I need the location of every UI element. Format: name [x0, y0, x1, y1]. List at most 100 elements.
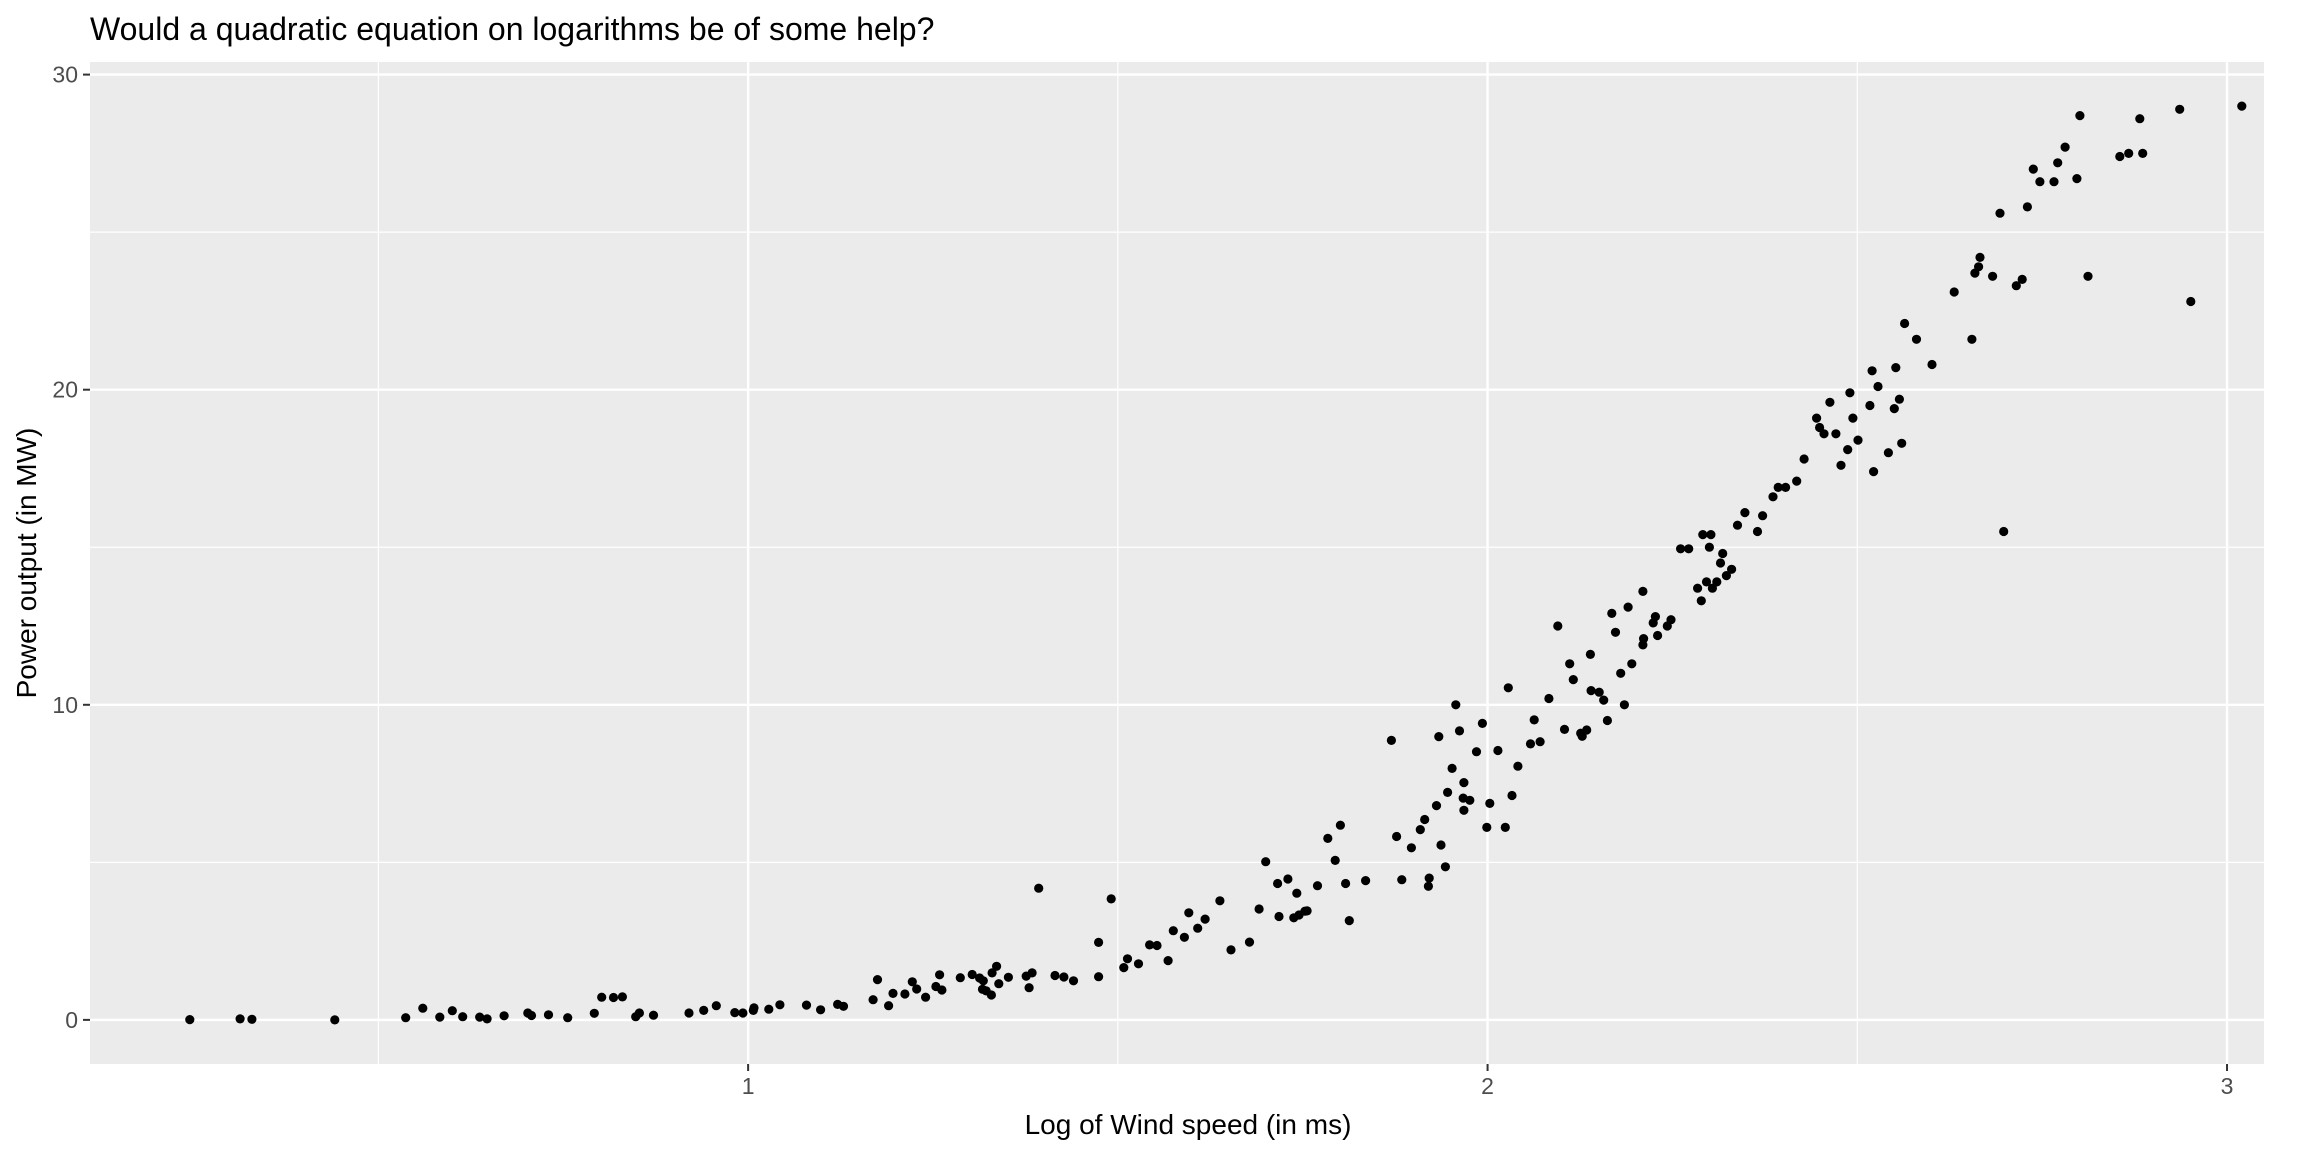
data-point	[1582, 725, 1592, 735]
data-point	[1623, 602, 1633, 612]
data-point	[2083, 271, 2093, 281]
data-point	[1392, 831, 1402, 842]
x-axis-title: Log of Wind speed (in ms)	[1025, 1109, 1352, 1140]
data-point	[1003, 972, 1014, 982]
data-point	[2124, 148, 2134, 158]
data-point	[1585, 649, 1595, 660]
data-point	[2115, 151, 2125, 162]
data-point	[1179, 932, 1189, 942]
data-point	[987, 968, 997, 978]
data-point	[1949, 287, 1959, 297]
data-point	[1889, 404, 1899, 414]
data-point	[1300, 906, 1310, 916]
data-point	[1335, 820, 1345, 830]
data-point	[1594, 687, 1604, 697]
data-point	[1451, 700, 1461, 710]
data-point	[1995, 208, 2005, 218]
data-point	[1292, 888, 1302, 898]
data-point	[1867, 366, 1877, 376]
data-point	[1465, 795, 1475, 805]
data-point	[1676, 544, 1686, 554]
data-point	[738, 1008, 748, 1018]
data-point	[608, 992, 619, 1003]
data-point	[1911, 334, 1922, 344]
data-point	[1436, 840, 1446, 850]
data-point	[1254, 904, 1264, 914]
data-point	[2053, 158, 2063, 168]
data-point	[1616, 668, 1626, 678]
x-axis: 1 2 3	[742, 1064, 2234, 1099]
data-point	[1459, 805, 1469, 815]
data-point	[1639, 634, 1649, 644]
data-point	[1507, 790, 1517, 801]
data-point	[1586, 686, 1596, 696]
data-point	[1200, 914, 1210, 924]
data-point	[992, 961, 1002, 971]
data-point	[749, 1003, 759, 1013]
data-point	[884, 1001, 894, 1011]
data-point	[435, 1012, 445, 1022]
data-point	[401, 1013, 411, 1023]
data-point	[2072, 174, 2082, 184]
data-point	[994, 979, 1004, 989]
data-point	[543, 1010, 554, 1020]
data-point	[1106, 894, 1116, 904]
x-tick-label: 3	[2221, 1073, 2234, 1099]
data-point	[1122, 954, 1133, 964]
data-point	[1568, 675, 1578, 685]
data-point	[1027, 968, 1037, 978]
data-point	[447, 1006, 457, 1016]
data-point	[1825, 397, 1835, 407]
data-point	[838, 1001, 849, 1011]
data-point	[1168, 926, 1178, 936]
data-point	[900, 989, 910, 999]
data-point	[1565, 659, 1575, 669]
y-tick-label: 0	[65, 1007, 78, 1033]
data-point	[1312, 881, 1323, 891]
data-point	[1535, 737, 1545, 747]
data-point	[1638, 586, 1648, 597]
data-point	[1440, 862, 1450, 872]
data-point	[1559, 724, 1570, 735]
data-point	[1361, 876, 1371, 886]
data-point	[1721, 571, 1731, 581]
data-point	[1500, 822, 1510, 833]
data-point	[1843, 445, 1853, 455]
data-point	[634, 1008, 645, 1018]
data-point	[1152, 940, 1162, 951]
data-point	[1261, 857, 1271, 867]
data-point	[1145, 940, 1155, 950]
data-point	[907, 977, 917, 987]
data-point	[986, 990, 997, 1000]
data-point	[1988, 271, 1998, 281]
data-point	[1094, 972, 1104, 982]
data-point	[775, 1000, 785, 1010]
data-point	[1386, 735, 1396, 746]
data-point	[1865, 400, 1875, 411]
data-point	[1525, 739, 1536, 749]
data-point	[2028, 164, 2038, 174]
data-point	[816, 1005, 826, 1015]
data-point	[1529, 715, 1539, 725]
data-point	[1727, 564, 1737, 574]
data-point	[1819, 429, 1829, 439]
data-point	[1553, 621, 1563, 631]
x-tick-label: 1	[742, 1073, 755, 1099]
data-point	[1883, 448, 1893, 458]
y-tick-label: 10	[52, 692, 78, 718]
data-point	[1423, 881, 1433, 891]
data-point	[1873, 381, 1883, 392]
data-point	[1424, 873, 1434, 883]
data-point	[977, 984, 988, 994]
data-point	[1758, 511, 1768, 521]
data-point	[1068, 976, 1079, 986]
data-point	[2138, 148, 2148, 158]
data-point	[1094, 937, 1104, 948]
data-point	[1701, 577, 1712, 587]
data-point	[1050, 970, 1060, 981]
data-point	[617, 992, 628, 1002]
data-point	[2017, 274, 2027, 284]
data-point	[1341, 878, 1351, 889]
data-point	[1627, 659, 1637, 669]
